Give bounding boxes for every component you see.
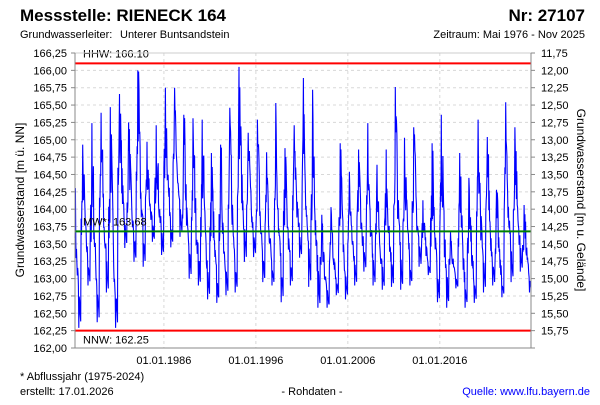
source-link[interactable]: Quelle: www.lfu.bayern.de bbox=[462, 386, 590, 398]
reference-label: HHW: 166.10 bbox=[83, 48, 149, 60]
station-number: Nr: 27107 bbox=[508, 6, 585, 25]
y-tick-label-right: 14,00 bbox=[541, 204, 569, 216]
series-layer bbox=[74, 66, 532, 328]
y-tick-label-left: 165,50 bbox=[33, 100, 67, 112]
y-axis-title-left: Grundwasserstand [m ü. NN] bbox=[13, 123, 27, 278]
y-tick-label-left: 163,25 bbox=[33, 256, 67, 268]
y-tick-label-left: 165,00 bbox=[33, 135, 67, 147]
data-kind: - Rohdaten - bbox=[281, 386, 342, 398]
y-tick-label-left: 166,00 bbox=[33, 65, 67, 77]
station-title: Messstelle: RIENECK 164 bbox=[20, 6, 227, 25]
reference-label: NNW: 162.25 bbox=[83, 335, 149, 347]
aquifer-value: Unterer Buntsandstein bbox=[120, 29, 229, 41]
y-tick-label-left: 162,50 bbox=[33, 308, 67, 320]
y-axis-title-right: Grundwasserstand [m u. Gelände] bbox=[574, 109, 588, 292]
y-tick-label-left: 164,50 bbox=[33, 169, 67, 181]
x-tick-label: 01.01.1986 bbox=[136, 355, 191, 367]
y-tick-label-right: 11,75 bbox=[541, 48, 568, 60]
y-tick-label-left: 162,25 bbox=[33, 326, 67, 338]
y-tick-label-left: 166,25 bbox=[33, 48, 67, 60]
y-tick-label-right: 13,25 bbox=[541, 152, 569, 164]
y-tick-label-left: 163,75 bbox=[33, 222, 67, 234]
footnote: * Abflussjahr (1975-2024) bbox=[20, 371, 144, 383]
reference-lines: HHW: 166.10 MW*: 163.68 NNW: 162.25 bbox=[75, 48, 531, 347]
y-tick-label-left: 163,50 bbox=[33, 239, 67, 251]
y-tick-label-right: 15,75 bbox=[541, 326, 569, 338]
aquifer-label: Grundwasserleiter: bbox=[20, 29, 112, 41]
y-tick-label-right: 13,00 bbox=[541, 135, 569, 147]
y-tick-label-left: 162,00 bbox=[33, 343, 67, 355]
y-tick-label-left: 165,25 bbox=[33, 117, 67, 129]
y-tick-label-right: 12,00 bbox=[541, 65, 569, 77]
y-tick-label-left: 164,00 bbox=[33, 204, 67, 216]
y-tick-label-right: 12,50 bbox=[541, 100, 569, 112]
created-date: erstellt: 17.01.2026 bbox=[20, 386, 114, 398]
y-tick-label-left: 163,00 bbox=[33, 274, 67, 286]
y-tick-label-left: 165,75 bbox=[33, 83, 67, 95]
y-tick-label-right: 14,25 bbox=[541, 222, 569, 234]
period: Zeitraum: Mai 1976 - Nov 2025 bbox=[433, 29, 585, 41]
y-tick-label-left: 162,75 bbox=[33, 291, 67, 303]
y-tick-label-right: 14,50 bbox=[541, 239, 569, 251]
y-tick-label-right: 15,50 bbox=[541, 308, 569, 320]
x-tick-label: 01.01.2016 bbox=[412, 355, 467, 367]
y-tick-label-right: 13,75 bbox=[541, 187, 569, 199]
y-tick-label-left: 164,25 bbox=[33, 187, 67, 199]
y-tick-label-left: 164,75 bbox=[33, 152, 67, 164]
y-tick-label-right: 15,25 bbox=[541, 291, 569, 303]
y-tick-label-right: 12,25 bbox=[541, 83, 569, 95]
y-tick-label-right: 12,75 bbox=[541, 117, 569, 129]
y-tick-label-right: 14,75 bbox=[541, 256, 569, 268]
axes: 162,00 162,25 162,50 162,75 163,00 163,25 163,… bbox=[33, 48, 568, 367]
y-tick-label-right: 13,50 bbox=[541, 169, 569, 181]
reference-label: MW*: 163.68 bbox=[83, 216, 147, 228]
y-tick-label-right: 15,00 bbox=[541, 274, 569, 286]
x-tick-label: 01.01.1996 bbox=[228, 355, 283, 367]
groundwater-level-line bbox=[74, 66, 532, 328]
x-tick-label: 01.01.2006 bbox=[320, 355, 375, 367]
